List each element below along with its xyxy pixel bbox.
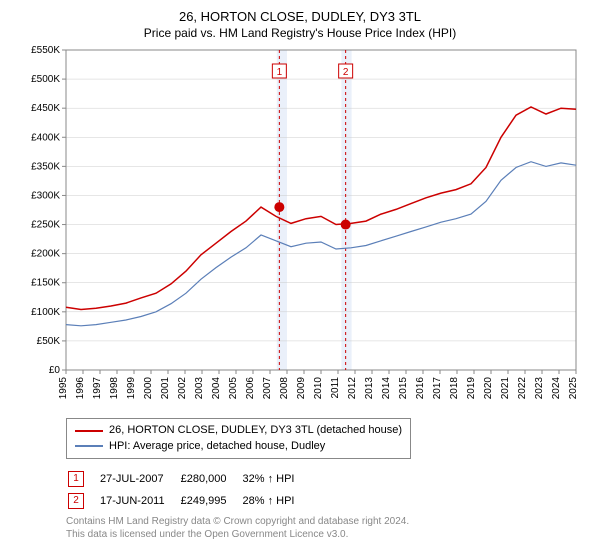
svg-text:2001: 2001 bbox=[160, 377, 171, 400]
page-subtitle: Price paid vs. HM Land Registry's House … bbox=[12, 26, 588, 40]
svg-text:2025: 2025 bbox=[568, 377, 579, 400]
container: 26, HORTON CLOSE, DUDLEY, DY3 3TL Price … bbox=[0, 0, 600, 560]
svg-text:1998: 1998 bbox=[109, 377, 120, 400]
sale-vs-hpi: 28% ↑ HPI bbox=[243, 491, 309, 511]
svg-text:£350K: £350K bbox=[31, 162, 60, 173]
sale-date: 27-JUL-2007 bbox=[100, 469, 179, 489]
svg-text:2: 2 bbox=[343, 67, 349, 78]
svg-text:£200K: £200K bbox=[31, 249, 60, 260]
svg-text:2002: 2002 bbox=[177, 377, 188, 400]
footer-line: Contains HM Land Registry data © Crown c… bbox=[66, 515, 588, 528]
svg-text:£100K: £100K bbox=[31, 307, 60, 318]
svg-text:1996: 1996 bbox=[75, 377, 86, 400]
svg-text:£150K: £150K bbox=[31, 278, 60, 289]
sales-table: 1 27-JUL-2007 £280,000 32% ↑ HPI 2 17-JU… bbox=[66, 467, 310, 513]
svg-text:2018: 2018 bbox=[449, 377, 460, 400]
legend-item: 26, HORTON CLOSE, DUDLEY, DY3 3TL (detac… bbox=[75, 423, 402, 438]
sale-price: £280,000 bbox=[181, 469, 241, 489]
legend: 26, HORTON CLOSE, DUDLEY, DY3 3TL (detac… bbox=[66, 418, 411, 459]
svg-text:2011: 2011 bbox=[330, 377, 341, 399]
svg-text:2000: 2000 bbox=[143, 377, 154, 400]
svg-text:2009: 2009 bbox=[296, 377, 307, 400]
svg-text:1997: 1997 bbox=[92, 377, 103, 400]
page-title: 26, HORTON CLOSE, DUDLEY, DY3 3TL bbox=[12, 8, 588, 26]
svg-text:£0: £0 bbox=[49, 365, 61, 376]
svg-text:2005: 2005 bbox=[228, 377, 239, 400]
svg-text:2010: 2010 bbox=[313, 377, 324, 400]
svg-text:2020: 2020 bbox=[483, 377, 494, 400]
svg-text:2023: 2023 bbox=[534, 377, 545, 400]
legend-swatch bbox=[75, 445, 103, 447]
svg-text:2014: 2014 bbox=[381, 377, 392, 400]
footer-line: This data is licensed under the Open Gov… bbox=[66, 528, 588, 541]
svg-text:2012: 2012 bbox=[347, 377, 358, 400]
svg-text:2015: 2015 bbox=[398, 377, 409, 400]
legend-label: 26, HORTON CLOSE, DUDLEY, DY3 3TL (detac… bbox=[109, 423, 402, 438]
svg-text:2004: 2004 bbox=[211, 377, 222, 400]
svg-text:2022: 2022 bbox=[517, 377, 528, 400]
svg-text:1: 1 bbox=[277, 67, 283, 78]
legend-label: HPI: Average price, detached house, Dudl… bbox=[109, 439, 325, 454]
marker-badge: 2 bbox=[68, 493, 84, 509]
svg-text:2006: 2006 bbox=[245, 377, 256, 400]
svg-text:2008: 2008 bbox=[279, 377, 290, 400]
svg-text:£400K: £400K bbox=[31, 132, 60, 143]
svg-text:2017: 2017 bbox=[432, 377, 443, 400]
table-row: 1 27-JUL-2007 £280,000 32% ↑ HPI bbox=[68, 469, 308, 489]
svg-text:£500K: £500K bbox=[31, 74, 60, 85]
sale-price: £249,995 bbox=[181, 491, 241, 511]
sale-vs-hpi: 32% ↑ HPI bbox=[243, 469, 309, 489]
line-chart-svg: £0 £50K £100K £150K £200K £250K £300K £350K £400… bbox=[12, 44, 588, 414]
legend-swatch bbox=[75, 430, 103, 432]
svg-text:2016: 2016 bbox=[415, 377, 426, 400]
svg-text:1999: 1999 bbox=[126, 377, 137, 400]
svg-text:2019: 2019 bbox=[466, 377, 477, 400]
svg-text:2003: 2003 bbox=[194, 377, 205, 400]
marker-badge: 1 bbox=[68, 471, 84, 487]
svg-text:£250K: £250K bbox=[31, 220, 60, 231]
svg-text:1995: 1995 bbox=[58, 377, 69, 400]
svg-text:2024: 2024 bbox=[551, 377, 562, 400]
sale-date: 17-JUN-2011 bbox=[100, 491, 179, 511]
svg-text:£450K: £450K bbox=[31, 103, 60, 114]
svg-text:£550K: £550K bbox=[31, 45, 60, 56]
svg-text:2007: 2007 bbox=[262, 377, 273, 400]
svg-text:2013: 2013 bbox=[364, 377, 375, 400]
footer-attribution: Contains HM Land Registry data © Crown c… bbox=[66, 515, 588, 541]
svg-text:£50K: £50K bbox=[37, 336, 61, 347]
legend-item: HPI: Average price, detached house, Dudl… bbox=[75, 439, 402, 454]
table-row: 2 17-JUN-2011 £249,995 28% ↑ HPI bbox=[68, 491, 308, 511]
chart: £0 £50K £100K £150K £200K £250K £300K £350K £400… bbox=[12, 44, 588, 414]
svg-text:2021: 2021 bbox=[500, 377, 511, 400]
svg-text:£300K: £300K bbox=[31, 191, 60, 202]
